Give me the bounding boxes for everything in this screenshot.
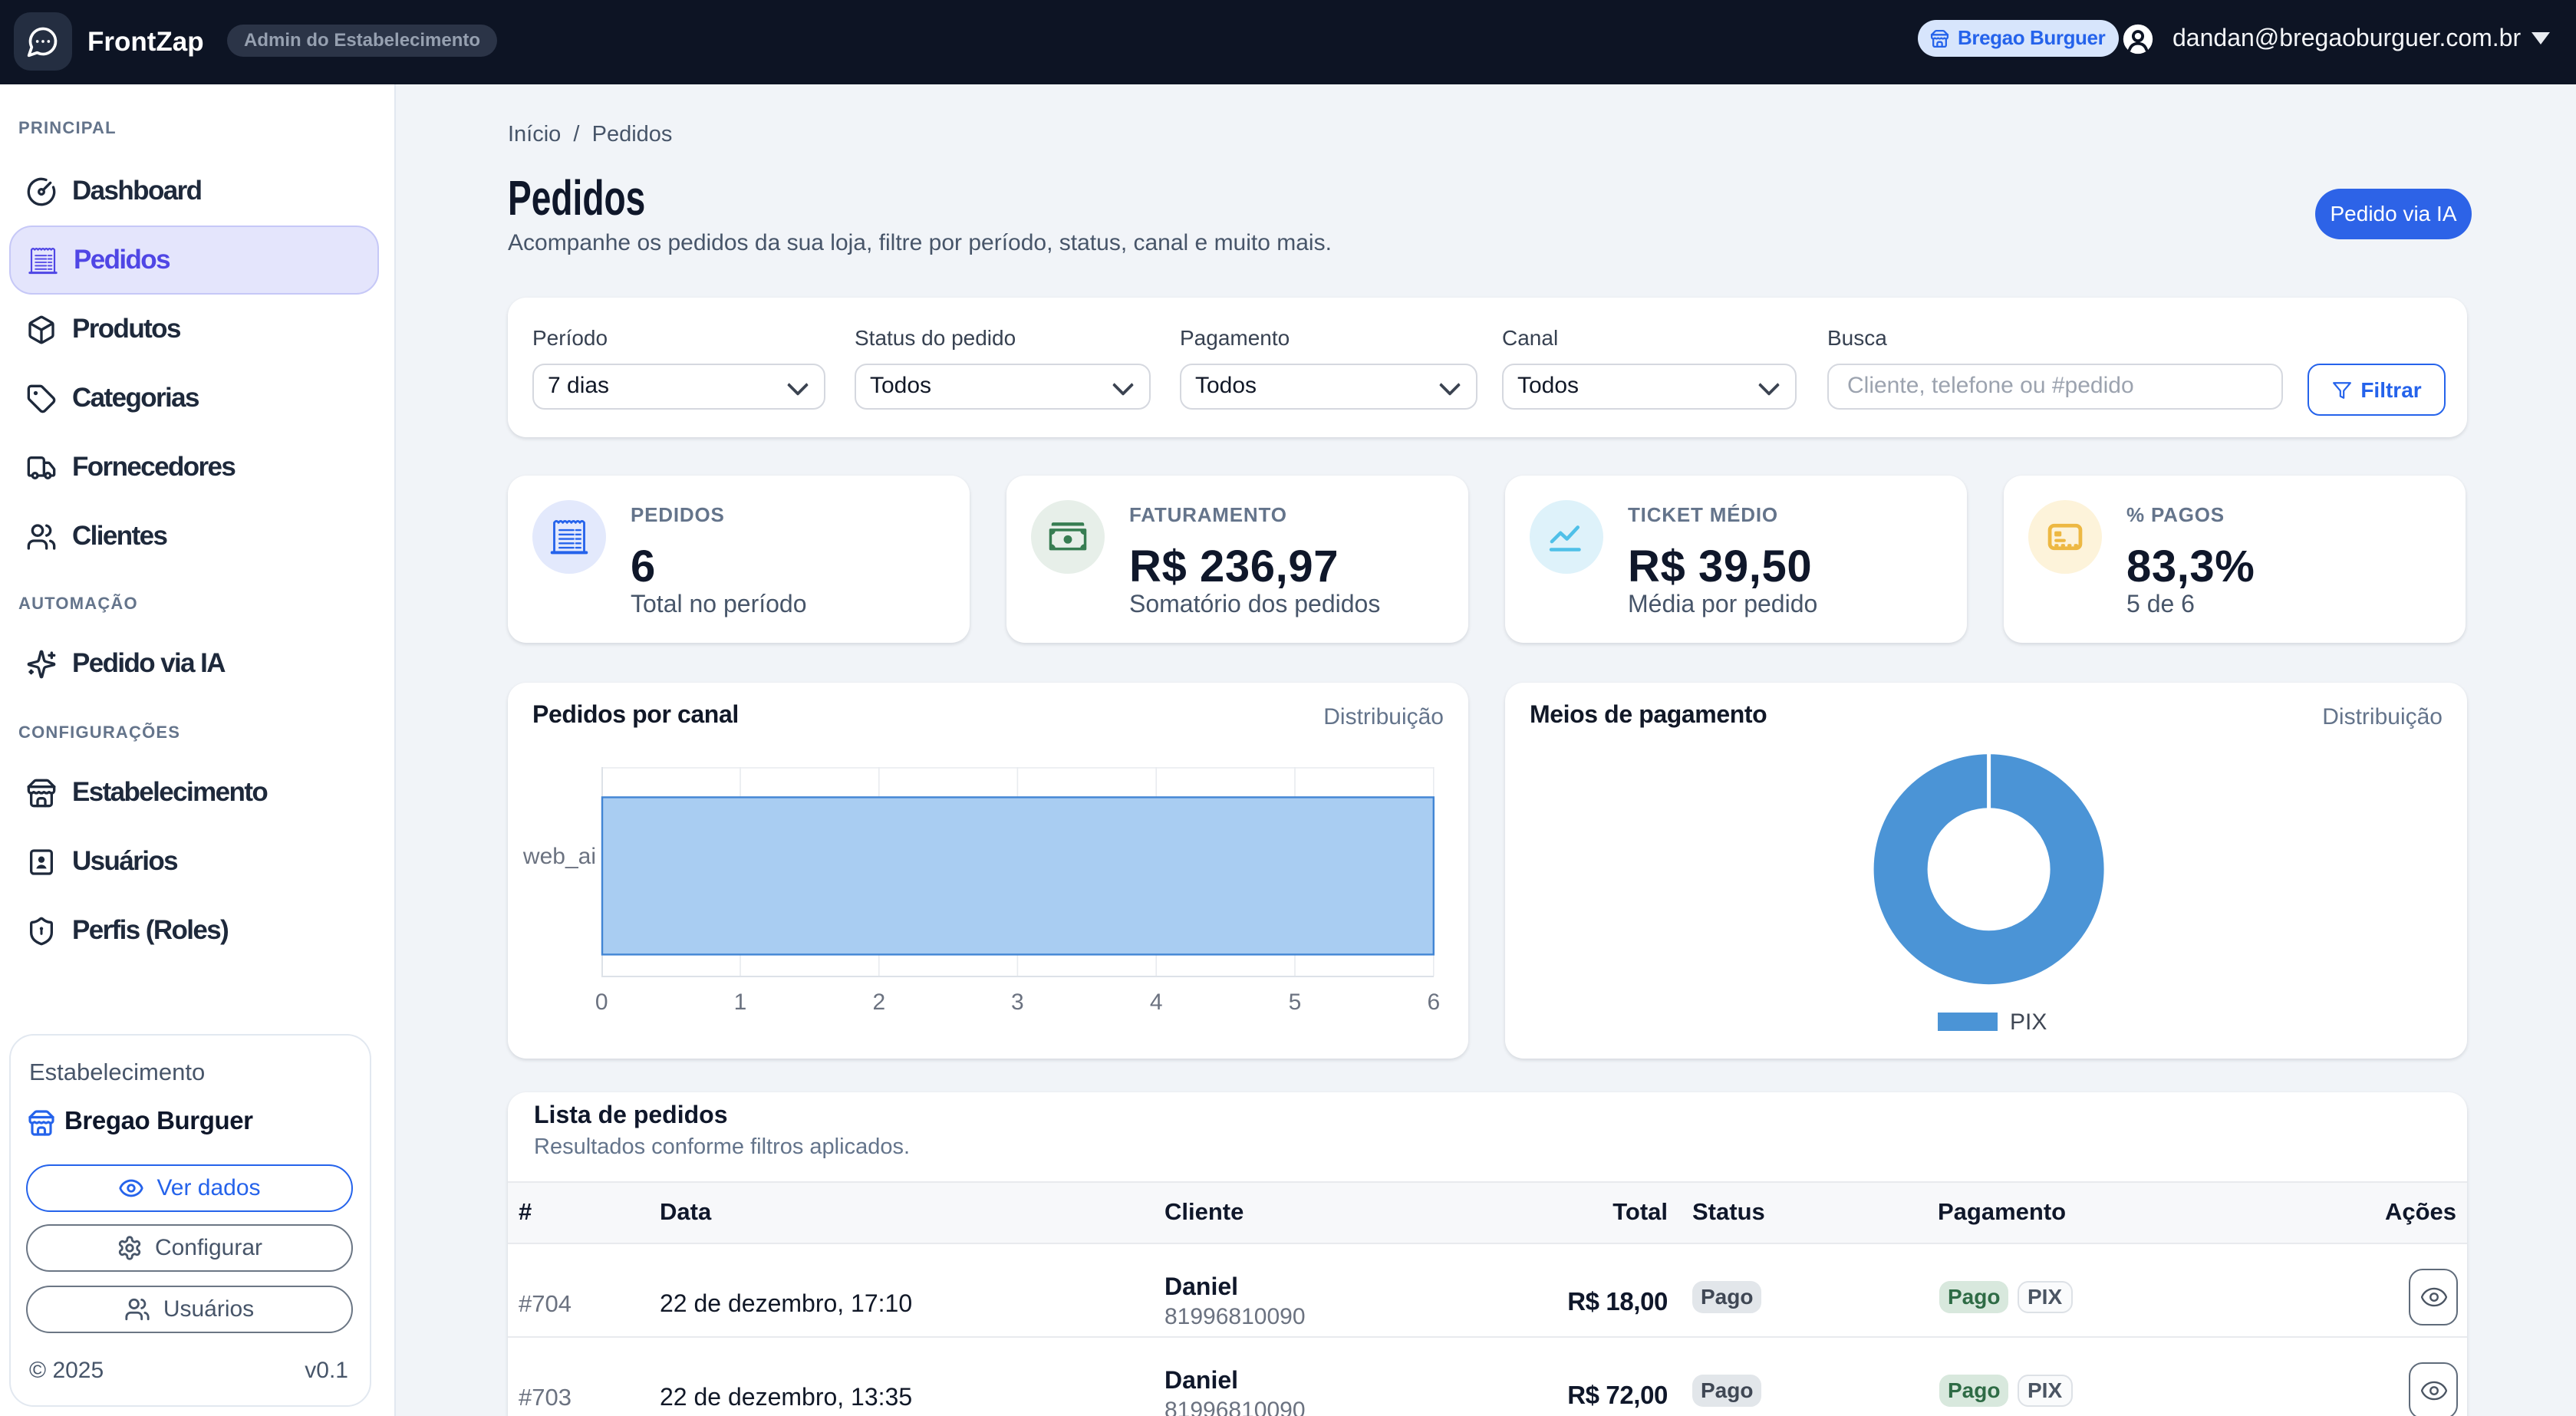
svg-text:6: 6 xyxy=(1427,990,1440,1015)
svg-text:1: 1 xyxy=(734,990,747,1015)
svg-text:4: 4 xyxy=(1150,990,1163,1015)
svg-text:0: 0 xyxy=(595,990,608,1015)
svg-text:5: 5 xyxy=(1289,990,1302,1015)
svg-text:PIX: PIX xyxy=(2010,1009,2047,1035)
svg-text:2: 2 xyxy=(872,990,885,1015)
svg-text:web_ai: web_ai xyxy=(522,844,596,869)
svg-text:3: 3 xyxy=(1011,990,1024,1015)
